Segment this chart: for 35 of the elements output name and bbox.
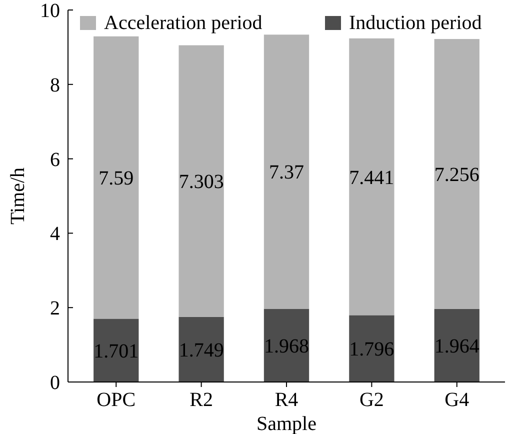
- legend-label: Acceleration period: [104, 12, 262, 34]
- x-tick-label: R4: [274, 389, 298, 411]
- data-label: 7.59: [98, 168, 134, 190]
- y-tick-label: 10: [40, 0, 60, 22]
- data-label: 1.968: [264, 335, 309, 358]
- x-tick-label: R2: [190, 389, 213, 411]
- bar: [434, 39, 480, 309]
- y-tick-label: 6: [50, 148, 60, 171]
- data-label: 7.303: [178, 171, 224, 194]
- data-label: 1.749: [178, 339, 224, 362]
- bar: [264, 308, 310, 382]
- y-axis-title: Time/h: [7, 167, 29, 225]
- x-tick-label: G2: [359, 389, 384, 411]
- y-tick-label: 2: [50, 298, 60, 320]
- bar: [349, 315, 394, 382]
- data-label: 1.701: [94, 340, 139, 362]
- bar: [94, 318, 139, 382]
- data-label: 7.256: [434, 164, 480, 186]
- bar: [264, 34, 310, 309]
- bar: [349, 38, 394, 316]
- bar: [178, 45, 224, 317]
- bar: [178, 316, 224, 382]
- legend-label: Induction period: [349, 12, 482, 34]
- bar: [434, 308, 480, 382]
- y-tick-label: 8: [50, 74, 60, 96]
- y-tick-label: 4: [50, 223, 60, 246]
- data-label: 1.796: [349, 338, 394, 361]
- x-tick-label: OPC: [96, 389, 136, 411]
- y-tick-label: 0: [50, 372, 60, 394]
- data-label: 7.441: [349, 166, 394, 189]
- x-tick-label: G4: [444, 389, 470, 411]
- bar: [94, 36, 139, 319]
- data-label: 1.964: [434, 335, 480, 358]
- data-label: 7.37: [269, 162, 304, 184]
- x-axis-title: Sample: [256, 413, 317, 434]
